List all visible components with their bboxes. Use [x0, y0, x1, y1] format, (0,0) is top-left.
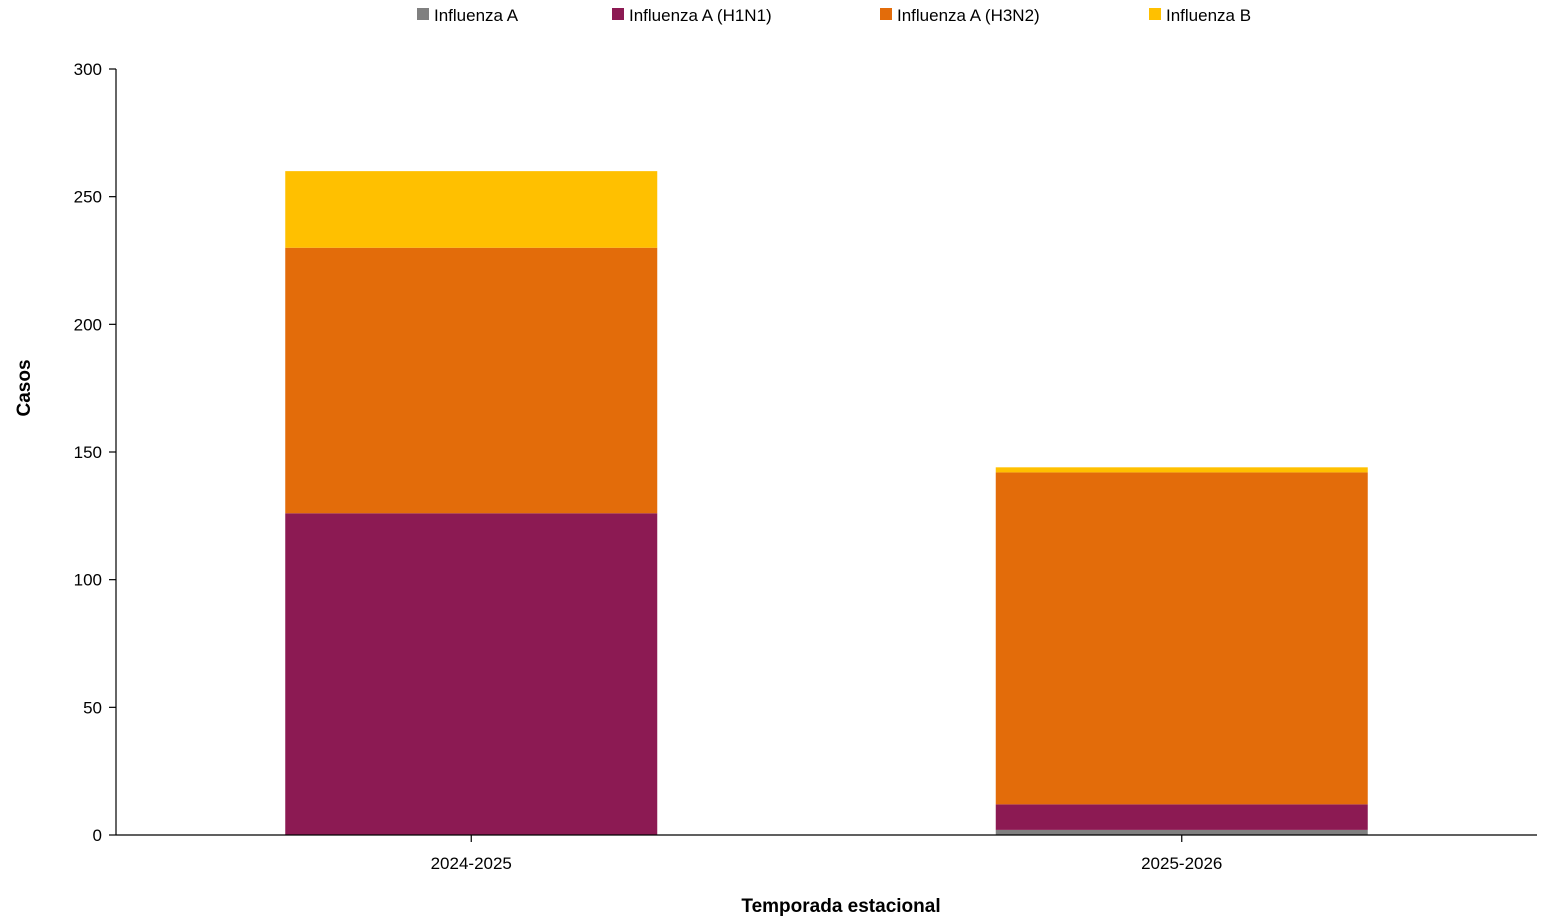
legend: Influenza A Influenza A (H1N1) Influenza A…	[417, 6, 1251, 25]
legend-label: Influenza A (H1N1)	[629, 6, 772, 25]
bar-segment-2024-2025-influenza-a-h3n2-	[285, 247, 658, 514]
bar-segment-2025-2026-influenza-b	[995, 467, 1368, 473]
x-tick-label: 2025-2026	[1141, 854, 1222, 873]
legend-label: Influenza A	[434, 6, 519, 25]
bar-segment-2024-2025-influenza-a-h1n1-	[285, 513, 658, 835]
legend-label: Influenza A (H3N2)	[897, 6, 1040, 25]
bars	[285, 171, 1368, 835]
y-ticks: 0 50 100 150 200 250 300	[74, 60, 116, 845]
y-tick-label: 0	[93, 826, 102, 845]
legend-label: Influenza B	[1166, 6, 1251, 25]
legend-swatch	[417, 8, 429, 20]
y-tick-label: 100	[74, 571, 102, 590]
bar-segment-2025-2026-influenza-a	[995, 829, 1368, 835]
y-axis-title: Casos	[14, 359, 35, 416]
bar-segment-2025-2026-influenza-a-h1n1-	[995, 804, 1368, 830]
x-tick-label: 2024-2025	[431, 854, 512, 873]
legend-swatch	[1149, 8, 1161, 20]
x-axis-title: Temporada estacional	[741, 896, 940, 917]
y-tick-label: 150	[74, 443, 102, 462]
y-tick-label: 200	[74, 315, 102, 334]
y-tick-label: 50	[83, 698, 102, 717]
bar-segment-2025-2026-influenza-a-h3n2-	[995, 472, 1368, 805]
y-tick-label: 250	[74, 188, 102, 207]
y-tick-label: 300	[74, 60, 102, 79]
bar-segment-2024-2025-influenza-b	[285, 171, 658, 248]
legend-swatch	[612, 8, 624, 20]
x-ticks: 2024-2025 2025-2026	[431, 835, 1222, 873]
legend-swatch	[880, 8, 892, 20]
